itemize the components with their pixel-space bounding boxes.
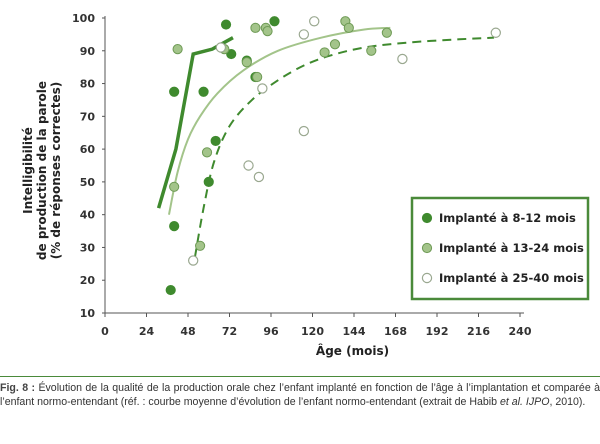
data-point-series-3 (257, 83, 268, 94)
data-point-series-3 (298, 125, 310, 137)
y-tick-label: 70 (80, 110, 96, 123)
x-tick-label: 120 (301, 325, 324, 338)
y-axis-title-line: Intelligibilité (21, 127, 35, 214)
data-point-series-3 (253, 171, 265, 183)
legend-label: Implanté à 13-24 mois (439, 241, 584, 255)
trend-curve-13-24 (167, 26, 391, 215)
data-point-series-1 (169, 221, 180, 232)
caption-end: , 2010). (549, 396, 586, 408)
data-point-series-2 (201, 147, 213, 158)
data-point-series-1 (220, 19, 232, 30)
x-tick-label: 144 (343, 325, 366, 338)
y-tick-label: 50 (80, 176, 96, 189)
data-point-series-2 (172, 44, 183, 55)
data-point-series-2 (250, 22, 261, 33)
x-tick-label: 240 (509, 325, 532, 338)
x-tick-label: 72 (222, 325, 237, 338)
data-point-series-3 (243, 160, 254, 171)
data-point-series-2 (366, 45, 377, 56)
data-point-series-2 (319, 47, 330, 58)
caption-label: Fig. 8 : (0, 382, 36, 394)
legend-marker (421, 242, 433, 254)
x-tick-label: 24 (139, 325, 155, 338)
data-point-series-2 (252, 71, 263, 83)
caption-italic: et al. IJPO (499, 396, 550, 408)
data-point-series-1 (210, 135, 221, 147)
y-axis-title-line: de production de la parole (35, 81, 49, 260)
legend-marker (421, 212, 433, 224)
y-tick-label: 40 (80, 209, 96, 222)
x-tick-label: 48 (180, 325, 195, 338)
data-point-series-2 (343, 22, 354, 33)
data-point-series-1 (198, 86, 209, 97)
x-axis-title: Âge (mois) (316, 343, 389, 358)
y-tick-label: 90 (80, 45, 96, 58)
y-tick-label: 20 (80, 274, 96, 287)
data-point-series-1 (226, 48, 237, 60)
y-tick-label: 60 (80, 143, 96, 156)
data-point-series-3 (187, 255, 199, 266)
data-points (165, 16, 501, 296)
data-point-series-3 (309, 16, 320, 27)
legend-label: Implanté à 8-12 mois (439, 211, 576, 225)
y-axis-title-line: (% de réponses correctes) (49, 82, 63, 260)
y-axis-title: Intelligibilité de production de la parol… (21, 81, 63, 260)
data-point-series-1 (169, 86, 180, 97)
data-point-series-2 (329, 39, 341, 50)
y-tick-label: 30 (80, 241, 96, 254)
data-point-series-2 (381, 27, 392, 38)
data-point-series-1 (203, 176, 214, 187)
trend-curve-25-40 (193, 36, 495, 258)
axes: 0 24 48 72 96 120 144 168 192 216 240 10 20 30 40 50 60 7… (72, 12, 532, 338)
x-tick-label: 0 (101, 325, 109, 338)
x-tick-label: 216 (467, 325, 490, 338)
caption-text: Évolution de la qualité de la production… (0, 382, 600, 408)
data-point-series-2 (262, 26, 273, 37)
data-point-series-3 (397, 53, 408, 65)
legend-box (410, 196, 590, 301)
data-point-series-3 (490, 27, 501, 38)
legend-label: Implanté à 25-40 mois (439, 271, 584, 285)
data-point-series-3 (298, 29, 310, 40)
y-tick-label: 10 (80, 307, 96, 320)
legend: Implanté à 8-12 mois Implanté à 13-24 moi… (410, 196, 590, 301)
data-point-series-1 (269, 16, 280, 27)
data-point-series-2 (241, 57, 252, 68)
x-tick-label: 192 (426, 325, 449, 338)
data-point-series-2 (195, 240, 206, 251)
data-point-series-2 (169, 181, 180, 192)
figure-caption: Fig. 8 : Évolution de la qualité de la p… (0, 376, 600, 409)
data-point-series-1 (165, 284, 176, 296)
x-tick-label: 96 (263, 325, 279, 338)
data-point-series-3 (215, 42, 227, 53)
y-tick-label: 100 (72, 12, 95, 25)
legend-marker (421, 272, 433, 284)
x-tick-label: 168 (384, 325, 407, 338)
y-tick-label: 80 (80, 78, 96, 91)
